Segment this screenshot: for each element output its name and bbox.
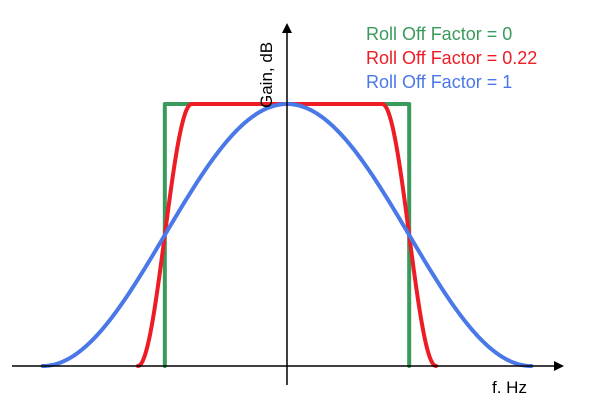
legend-entry-roll-off-1: Roll Off Factor = 1	[366, 72, 512, 92]
legend-entry-roll-off-0-22: Roll Off Factor = 0.22	[366, 48, 537, 68]
legend-entry-roll-off-0: Roll Off Factor = 0	[366, 24, 512, 44]
y-axis-label: Gain, dB	[257, 42, 276, 108]
x-axis-label: f. Hz	[492, 378, 527, 397]
legend: Roll Off Factor = 0 Roll Off Factor = 0.…	[366, 24, 537, 92]
